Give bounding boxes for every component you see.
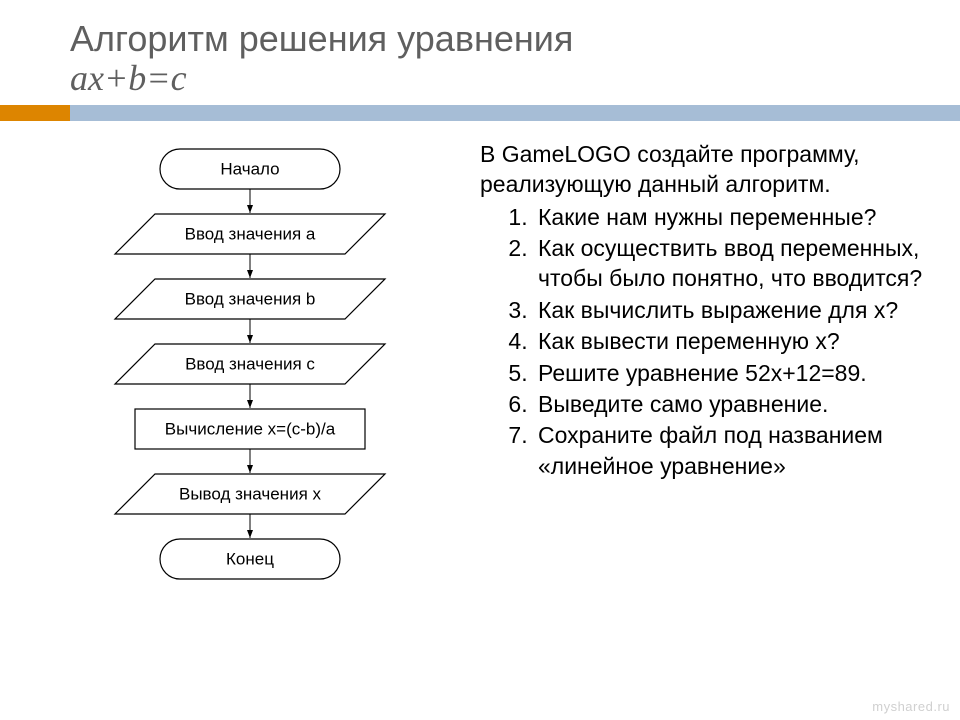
flow-label-n2: Ввод значения a [185,224,316,243]
underline-accent [0,105,70,121]
title-line2: ax+b=c [70,59,960,99]
underline-main [70,105,960,121]
flow-label-n5: Вычисление x=(c-b)/a [165,419,336,438]
question-item: Решите уравнение 52x+12=89. [534,358,930,388]
flow-label-n7: Конец [226,549,274,568]
instructions-intro: В GameLOGO создайте программу, реализующ… [480,139,930,200]
question-item: Какие нам нужны переменные? [534,202,930,232]
title-underline [0,105,960,121]
flow-label-n3: Ввод значения b [185,289,316,308]
question-item: Как вывести переменную x? [534,326,930,356]
flow-label-n4: Ввод значения c [185,354,315,373]
flow-label-n6: Вывод значения x [179,484,322,503]
instructions-list: Какие нам нужны переменные?Как осуществи… [480,202,930,481]
title-line1: Алгоритм решения уравнения [70,18,960,59]
question-item: Выведите само уравнение. [534,389,930,419]
question-item: Сохраните файл под названием «линейное у… [534,420,930,481]
question-item: Как вычислить выражение для x? [534,295,930,325]
question-item: Как осуществить ввод переменных, чтобы б… [534,233,930,294]
flow-label-n1: Начало [220,159,279,178]
slide-title: Алгоритм решения уравнения ax+b=c [0,0,960,99]
watermark: myshared.ru [872,699,950,714]
instructions-column: В GameLOGO создайте программу, реализующ… [480,139,930,669]
flowchart-column: Начало Ввод значения a Ввод значения b Ввод… [20,139,480,669]
flowchart-svg: Начало Ввод значения a Ввод значения b Ввод… [20,139,460,669]
